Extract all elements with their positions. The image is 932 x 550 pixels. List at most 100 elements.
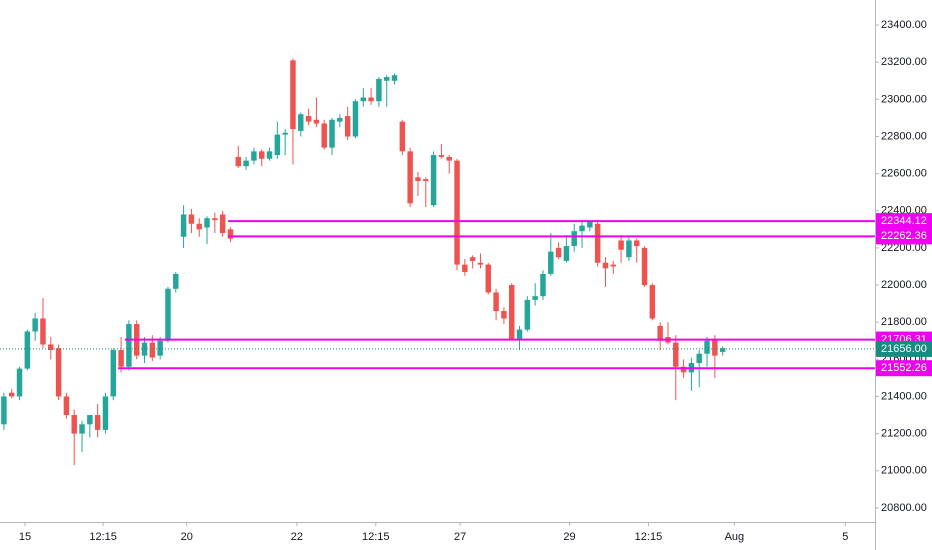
candle-body	[696, 353, 702, 364]
candle-body	[446, 156, 452, 161]
candle-body	[469, 257, 476, 261]
candle-body	[165, 288, 171, 341]
candle-body	[399, 121, 406, 152]
y-tick-label: 21800.00	[881, 316, 927, 328]
y-tick-label: 23200.00	[881, 56, 927, 68]
candle-body	[55, 348, 62, 397]
level-label: 22262.36	[881, 230, 927, 242]
candle-body	[571, 231, 577, 247]
x-tick-label: 5	[842, 531, 848, 543]
candle-body	[438, 155, 445, 157]
candle-body	[430, 155, 437, 206]
candle-body	[24, 331, 31, 369]
candle-body	[407, 151, 413, 204]
candle-body	[618, 240, 624, 250]
candle-body	[313, 119, 320, 124]
candle-body	[548, 251, 554, 274]
candle-body	[602, 262, 609, 269]
candle-body	[579, 225, 585, 232]
x-tick-label: 12:15	[362, 531, 390, 543]
last-price-box	[876, 340, 932, 357]
candle-body	[251, 151, 257, 161]
candle-body	[415, 177, 421, 182]
candle-body	[118, 350, 124, 367]
x-tick-label: 20	[181, 531, 193, 543]
y-tick-label: 23000.00	[881, 93, 927, 105]
x-tick-label: 12:15	[635, 531, 663, 543]
candle-body	[368, 97, 374, 102]
candle-body	[290, 60, 296, 130]
candle-body	[594, 223, 601, 263]
x-tick-label: 29	[563, 531, 575, 543]
x-tick-label: 12:15	[89, 531, 117, 543]
y-tick-label: 20800.00	[881, 502, 927, 514]
candle-body	[227, 229, 234, 239]
candle-body	[94, 415, 101, 430]
candle-body	[16, 368, 23, 397]
candle-body	[243, 160, 249, 167]
x-tick-label: Aug	[725, 531, 745, 543]
level-label: 21552.26	[881, 362, 927, 374]
candle-body	[219, 214, 226, 234]
candle-body	[149, 342, 156, 358]
candle-body	[641, 247, 648, 286]
candle-body	[673, 342, 679, 367]
candle-body	[63, 396, 70, 416]
candle-body	[321, 123, 327, 148]
candle-body	[508, 285, 515, 339]
candle-body	[485, 264, 492, 293]
candle-body	[188, 214, 195, 224]
candle-body	[40, 318, 46, 345]
y-tick-label: 21200.00	[881, 428, 927, 440]
candle-body	[423, 179, 429, 182]
y-tick-label: 22000.00	[881, 279, 927, 291]
candle-body	[344, 116, 351, 137]
candle-body	[352, 101, 359, 137]
candle-body	[477, 262, 484, 265]
y-tick-label: 22600.00	[881, 168, 927, 180]
candle-body	[305, 116, 312, 122]
level-label-box	[876, 360, 932, 377]
candle-body	[376, 78, 382, 102]
candle-body	[102, 396, 109, 430]
candle-body	[1, 396, 7, 425]
candle-body	[126, 324, 132, 367]
candle-body	[79, 424, 85, 434]
candle-body	[258, 151, 265, 159]
level-label-box	[876, 228, 932, 245]
candle-body	[454, 160, 460, 265]
candle-body	[360, 97, 367, 102]
candle-body	[633, 240, 640, 247]
x-tick-label: 27	[454, 531, 466, 543]
y-tick-label: 23400.00	[881, 19, 927, 31]
candle-body	[157, 340, 163, 356]
candle-body	[555, 247, 562, 258]
candle-body	[587, 221, 593, 228]
candle-body	[180, 214, 187, 237]
candle-body	[48, 344, 54, 351]
candle-body	[235, 156, 242, 167]
candle-body	[71, 415, 77, 434]
candle-body	[110, 350, 117, 397]
candle-body	[610, 264, 617, 267]
candle-body	[173, 273, 179, 289]
y-tick-label: 21000.00	[881, 465, 927, 477]
y-tick-label: 22200.00	[881, 242, 927, 254]
candle-body	[274, 134, 281, 156]
level-label: 22344.12	[881, 215, 927, 227]
candle-body	[657, 325, 663, 341]
candle-body	[493, 292, 499, 312]
candle-body	[649, 285, 656, 319]
candle-body	[524, 299, 531, 330]
candle-body	[383, 77, 390, 81]
y-tick-label: 22800.00	[881, 130, 927, 142]
candle-body	[337, 117, 343, 122]
candle-body	[501, 311, 507, 319]
candle-body	[626, 240, 632, 258]
candle-body	[87, 415, 93, 425]
level-label-box	[876, 213, 932, 230]
candle-body	[719, 348, 726, 352]
candle-body	[516, 329, 523, 339]
candle-body	[212, 218, 218, 221]
